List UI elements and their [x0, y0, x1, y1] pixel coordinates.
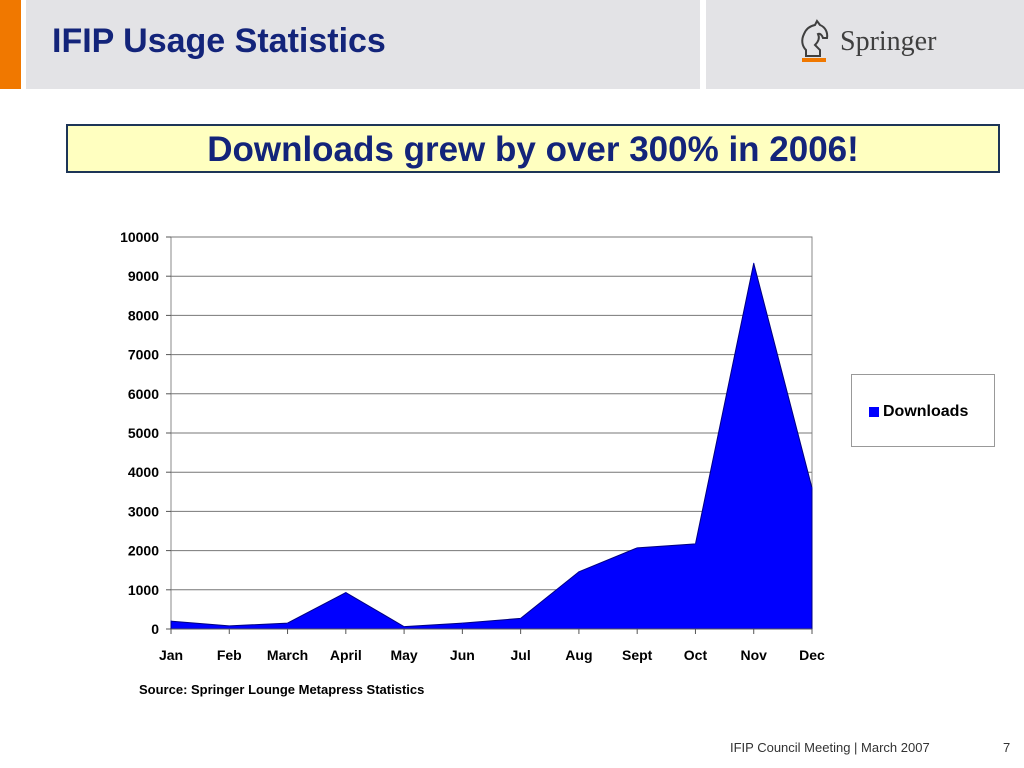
- page-number: 7: [1003, 740, 1011, 755]
- y-tick-label: 0: [151, 621, 159, 637]
- page-title: IFIP Usage Statistics: [52, 22, 386, 60]
- data-point: [520, 617, 522, 619]
- legend-swatch: [869, 407, 879, 417]
- data-point: [228, 625, 230, 627]
- source-note: Source: Springer Lounge Metapress Statis…: [139, 682, 425, 697]
- x-tick-label: Oct: [684, 647, 708, 663]
- x-tick-label: Aug: [565, 647, 592, 663]
- footer-text: IFIP Council Meeting | March 2007: [730, 740, 930, 755]
- x-tick-label: Sept: [622, 647, 653, 663]
- x-tick-label: March: [267, 647, 308, 663]
- x-tick-label: Jan: [159, 647, 183, 663]
- headline-text: Downloads grew by over 300% in 2006!: [207, 130, 859, 169]
- data-point: [636, 547, 638, 549]
- chart-legend: Downloads: [851, 374, 995, 447]
- x-tick-label: Jul: [511, 647, 531, 663]
- data-point: [694, 543, 696, 545]
- data-point: [461, 622, 463, 624]
- data-point: [287, 622, 289, 624]
- springer-logo-text: Springer: [840, 26, 937, 57]
- y-tick-label: 6000: [128, 386, 159, 402]
- y-tick-label: 10000: [120, 229, 159, 245]
- legend-label: Downloads: [883, 403, 969, 420]
- springer-logo: Springer: [796, 18, 956, 68]
- data-point: [170, 620, 172, 622]
- orange-accent-strip: [0, 0, 21, 89]
- x-tick-label: April: [330, 647, 362, 663]
- y-tick-label: 8000: [128, 307, 159, 323]
- data-point: [753, 262, 755, 264]
- x-tick-label: Dec: [799, 647, 825, 663]
- y-tick-label: 7000: [128, 347, 159, 363]
- data-point: [578, 571, 580, 573]
- headline-box: Downloads grew by over 300% in 2006!: [66, 124, 1000, 173]
- title-panel: [26, 0, 700, 89]
- y-tick-label: 5000: [128, 425, 159, 441]
- y-tick-label: 1000: [128, 582, 159, 598]
- y-tick-label: 3000: [128, 503, 159, 519]
- logo-panel: [706, 0, 1024, 89]
- x-tick-label: Nov: [741, 647, 768, 663]
- y-tick-label: 9000: [128, 268, 159, 284]
- data-point: [345, 592, 347, 594]
- x-tick-label: Jun: [450, 647, 475, 663]
- data-point: [811, 487, 813, 489]
- y-tick-label: 4000: [128, 464, 159, 480]
- x-tick-label: Feb: [217, 647, 242, 663]
- x-tick-label: May: [390, 647, 417, 663]
- data-point: [403, 626, 405, 628]
- chess-knight-icon: [801, 19, 829, 62]
- y-tick-label: 2000: [128, 543, 159, 559]
